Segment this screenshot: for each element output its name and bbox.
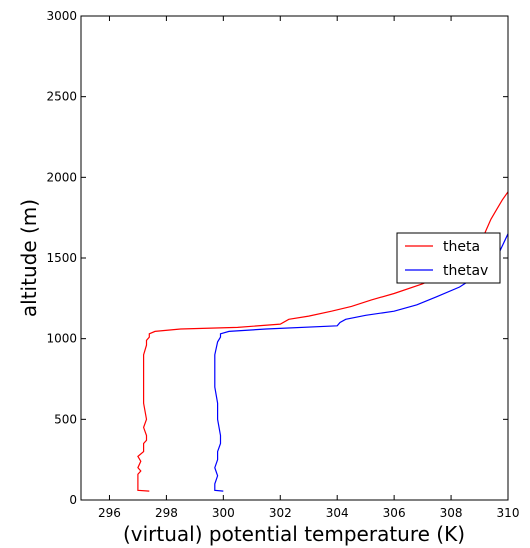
- x-tick-label: 298: [155, 506, 178, 520]
- x-tick-label: 302: [269, 506, 292, 520]
- y-tick-label: 2000: [46, 170, 77, 184]
- x-axis: 296 298 300 302 304 306 308 310: [98, 16, 519, 520]
- x-tick-label: 308: [440, 506, 463, 520]
- y-tick-label: 1500: [46, 251, 77, 265]
- x-tick-label: 300: [212, 506, 235, 520]
- x-tick-label: 296: [98, 506, 121, 520]
- x-tick-label: 306: [383, 506, 406, 520]
- legend-label-theta: theta: [443, 239, 480, 255]
- x-axis-title: (virtual) potential temperature (K): [123, 522, 465, 546]
- x-tick-label: 304: [326, 506, 349, 520]
- y-tick-label: 3000: [46, 9, 77, 23]
- legend-box: [396, 232, 501, 284]
- y-axis: 0 500 1000 1500 2000 2500 3000: [46, 9, 508, 507]
- legend-label-thetav: thetav: [443, 263, 488, 279]
- x-tick-label: 310: [497, 506, 520, 520]
- y-tick-label: 500: [54, 412, 77, 426]
- y-axis-title: altitude (m): [17, 199, 41, 317]
- legend: theta thetav: [396, 232, 501, 284]
- y-tick-label: 0: [69, 493, 77, 507]
- y-tick-label: 1000: [46, 332, 77, 346]
- y-tick-label: 2500: [46, 90, 77, 104]
- series-line-thetav: [214, 233, 508, 492]
